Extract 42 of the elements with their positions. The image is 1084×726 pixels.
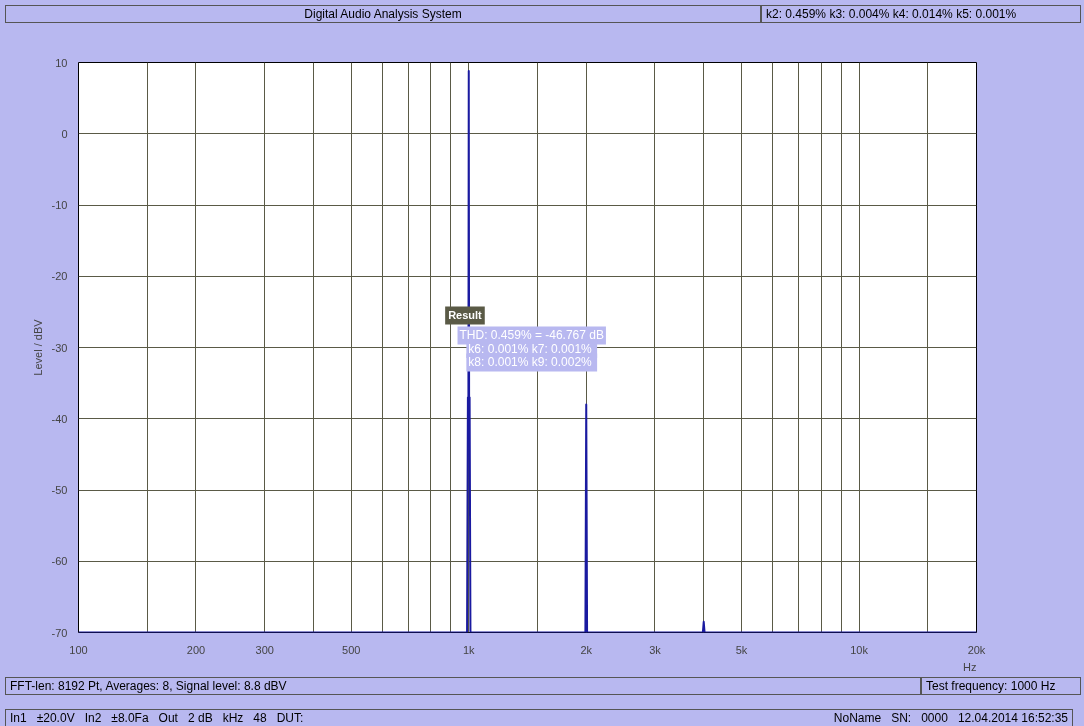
x-axis-title: Hz (963, 660, 977, 673)
y-tick-label: -20 (51, 270, 68, 283)
annotation: Result (448, 309, 483, 322)
y-tick-label: -30 (51, 341, 68, 354)
annotation: THD: 0.459% = -46.767 dB (459, 328, 604, 343)
text: ±8.0Fa (111, 711, 149, 725)
text: 0000 (921, 711, 948, 725)
text: k2: 0.459% k3: 0.004% k4: 0.014% k5: 0.001% (761, 5, 1081, 23)
text: 2 dB (187, 711, 213, 725)
text: In1 (10, 711, 27, 725)
y-axis-title: Level / dBV (31, 318, 44, 376)
y-tick-label: 0 (61, 127, 68, 140)
y-tick-label: 10 (55, 56, 68, 69)
annotation: k8: 0.001% k9: 0.002% (468, 355, 593, 370)
x-tick-label: 3k (649, 643, 662, 656)
x-tick-label: 200 (186, 643, 206, 656)
x-tick-label: 300 (255, 643, 274, 656)
y-tick-label: -40 (51, 412, 68, 425)
y-tick-label: -10 (51, 199, 68, 211)
text: Out (158, 711, 178, 725)
text: kHz (222, 711, 244, 725)
text: SN: (891, 711, 912, 725)
text: In2 (84, 711, 102, 725)
text: 12.04.2014 16:52:35 (957, 711, 1068, 725)
x-tick-label: 20k (967, 643, 986, 656)
text: 48 (253, 711, 267, 725)
x-tick-label: 5k (735, 643, 748, 656)
x-tick-label: 100 (69, 643, 88, 656)
x-tick-label: 10k (850, 643, 869, 656)
text: Test frequency: 1000 Hz (921, 677, 1081, 695)
x-tick-label: 2k (580, 643, 593, 656)
chart-title: Digital Audio Analysis System (5, 5, 761, 23)
annotation: k6: 0.001% k7: 0.001% (468, 341, 593, 356)
text: FFT-len: 8192 Pt, Averages: 8, Signal level: 8.8 dBV (5, 677, 921, 695)
x-tick-label: 1k (462, 643, 476, 656)
text: DUT: (276, 711, 304, 725)
y-tick-label: -60 (51, 555, 68, 568)
y-tick-label: -70 (51, 626, 68, 639)
y-tick-label: -50 (51, 484, 68, 496)
text: NoName (833, 711, 882, 725)
text: ±20.0V (36, 711, 75, 725)
x-tick-label: 500 (342, 643, 361, 656)
